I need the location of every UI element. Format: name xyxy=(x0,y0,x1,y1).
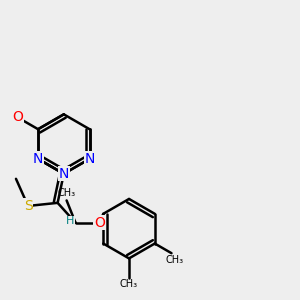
Text: CH₃: CH₃ xyxy=(165,255,184,265)
Text: CH₃: CH₃ xyxy=(120,279,138,289)
Text: S: S xyxy=(24,199,32,213)
Text: N: N xyxy=(84,152,95,166)
Text: H: H xyxy=(66,216,74,226)
Text: O: O xyxy=(12,110,23,124)
Text: O: O xyxy=(94,216,105,230)
Text: CH₃: CH₃ xyxy=(58,188,76,198)
Text: N: N xyxy=(58,167,69,181)
Text: N: N xyxy=(33,152,43,166)
